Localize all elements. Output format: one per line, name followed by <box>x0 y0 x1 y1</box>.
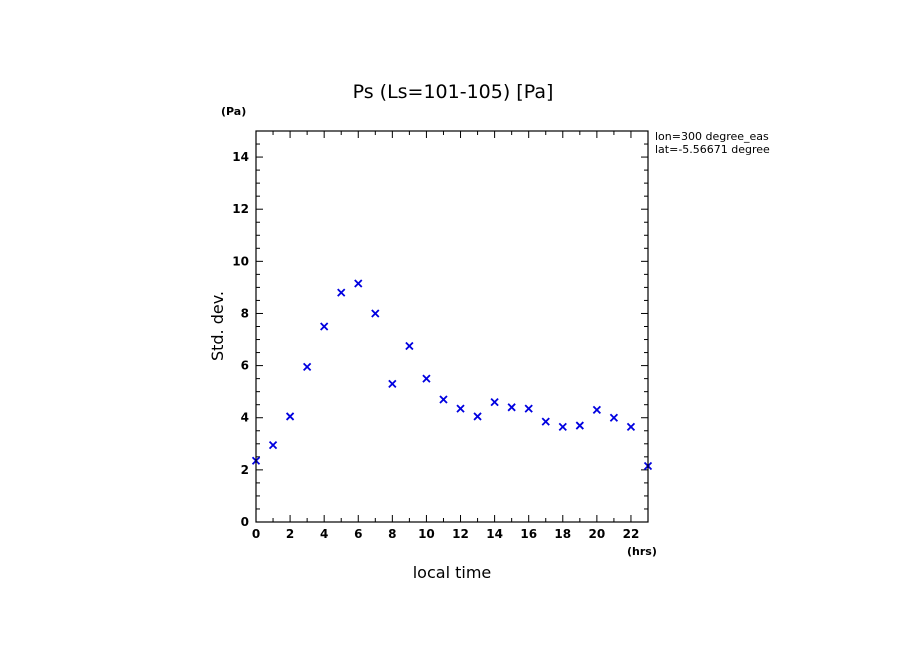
data-point <box>302 362 312 372</box>
y-tick-label: 6 <box>241 359 249 373</box>
data-point <box>456 404 465 413</box>
y-unit-label: (Pa) <box>221 105 246 118</box>
y-tick-label: 14 <box>232 150 249 164</box>
y-tick-label: 2 <box>241 463 249 477</box>
x-axis-label: local time <box>413 563 492 582</box>
data-point <box>473 412 482 421</box>
data-point <box>592 405 602 415</box>
axis-ticks <box>255 130 649 523</box>
data-point <box>575 421 584 430</box>
x-tick-label: 8 <box>388 527 396 541</box>
data-point <box>507 403 516 412</box>
y-axis-label: Std. dev. <box>208 291 227 361</box>
data-point <box>268 440 278 450</box>
data-point <box>558 422 567 431</box>
data-point <box>337 288 346 297</box>
data-point <box>285 412 295 421</box>
data-point <box>490 397 499 407</box>
x-tick-label: 20 <box>589 527 606 541</box>
x-tick-label: 16 <box>520 527 537 541</box>
y-tick-label: 4 <box>241 411 249 425</box>
data-point <box>388 379 397 388</box>
x-tick-label: 0 <box>252 527 260 541</box>
tick-labels: 0 2 4 6 8 10 12 14 16 18 20 22 0 2 4 6 8 10 12 14 <box>232 150 639 541</box>
y-tick-label: 12 <box>232 202 249 216</box>
x-tick-label: 2 <box>286 527 294 541</box>
data-point <box>626 422 636 431</box>
plot-frame <box>255 130 649 523</box>
x-tick-label: 10 <box>418 527 435 541</box>
x-unit-label: (hrs) <box>627 545 657 558</box>
data-point <box>354 279 363 288</box>
data-point <box>524 404 533 413</box>
y-tick-label: 8 <box>241 306 249 320</box>
data-point <box>609 413 619 422</box>
data-point <box>320 322 329 331</box>
data-point <box>439 395 448 404</box>
chart-title: Ps (Ls=101-105) [Pa] <box>353 81 554 103</box>
annotation-lon: lon=300 degree_eas <box>655 130 769 143</box>
x-tick-label: 4 <box>320 527 328 541</box>
data-point <box>405 341 414 351</box>
x-tick-label: 14 <box>486 527 503 541</box>
x-tick-label: 6 <box>354 527 362 541</box>
y-tick-label: 0 <box>241 515 249 529</box>
annotation-lat: lat=-5.56671 degree <box>655 143 770 156</box>
x-tick-label: 22 <box>623 527 640 541</box>
y-tick-label: 10 <box>232 254 249 268</box>
x-tick-label: 12 <box>452 527 469 541</box>
data-point <box>422 374 431 383</box>
data-point <box>371 309 380 318</box>
x-tick-label: 18 <box>554 527 571 541</box>
data-points <box>251 279 653 471</box>
data-point <box>541 417 550 426</box>
